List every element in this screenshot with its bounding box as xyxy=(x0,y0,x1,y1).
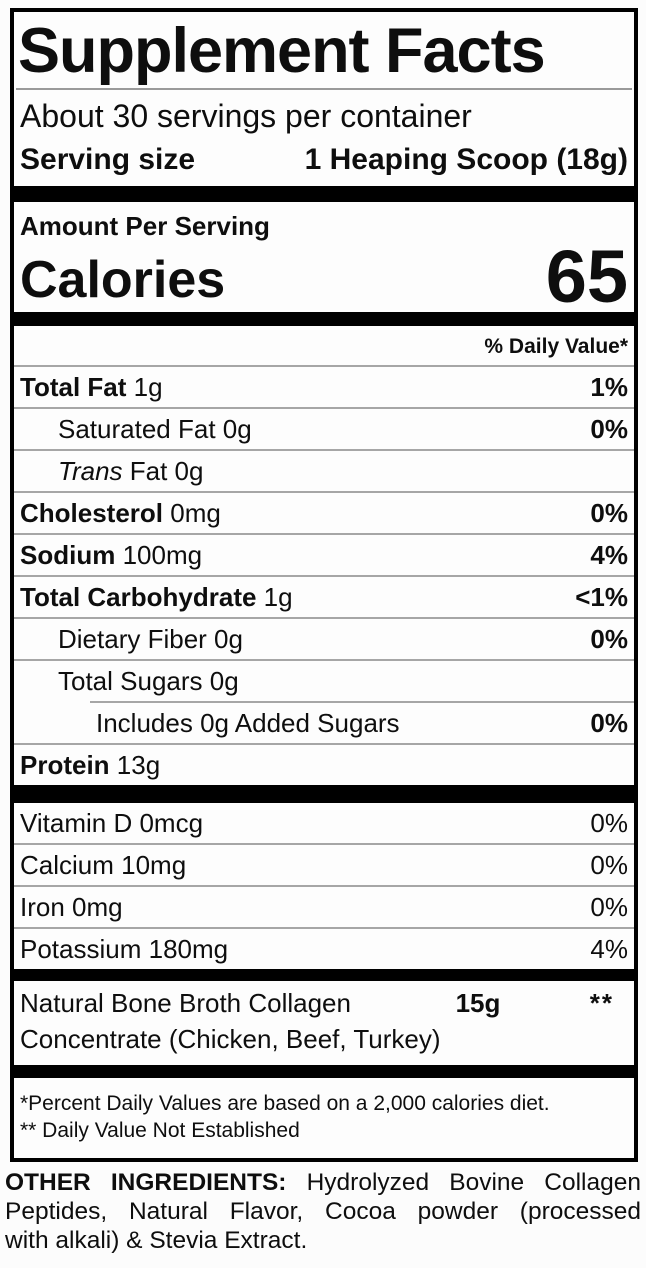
serving-size-value: 1 Heaping Scoop (18g) xyxy=(304,143,628,176)
nutrient-row-total-sugars: Total Sugars 0g xyxy=(14,661,634,701)
nutrient-dv: 4% xyxy=(590,539,628,570)
serving-size-row: Serving size 1 Heaping Scoop (18g) xyxy=(14,140,634,186)
divider xyxy=(14,533,634,535)
divider xyxy=(14,365,634,367)
nutrient-name: Sodium 100mg xyxy=(20,539,203,570)
footnote-not-established: ** Daily Value Not Established xyxy=(20,1119,300,1142)
divider xyxy=(14,927,634,929)
nutrient-name: Cholesterol 0mg xyxy=(20,497,221,528)
divider xyxy=(14,843,634,845)
calories-label: Calories xyxy=(20,251,226,309)
blend-line-1: Natural Bone Broth Collagen 15g ** xyxy=(20,985,628,1021)
nutrient-dv: <1% xyxy=(575,581,628,612)
nutrient-name: Total Sugars 0g xyxy=(58,665,239,696)
nutrient-name: Includes 0g Added Sugars xyxy=(96,707,400,738)
calories-value: 65 xyxy=(545,235,628,318)
nutrient-name: Dietary Fiber 0g xyxy=(58,623,243,654)
serving-size-label: Serving size xyxy=(20,143,196,176)
blend-dv: ** xyxy=(589,988,614,1018)
supplement-facts-panel: Supplement Facts About 30 servings per c… xyxy=(10,8,638,1162)
nutrient-row-calcium: Calcium 10mg 0% xyxy=(14,845,634,885)
nutrient-row-total-fat: Total Fat 1g 1% xyxy=(14,367,634,407)
nutrient-row-saturated-fat: Saturated Fat 0g 0% xyxy=(14,409,634,449)
section-bar xyxy=(14,312,634,326)
other-ingredients-line-1: OTHER INGREDIENTS: Hydrolyzed Bovine Col… xyxy=(5,1169,641,1196)
nutrient-dv: 0% xyxy=(590,849,628,880)
nutrient-row-sodium: Sodium 100mg 4% xyxy=(14,535,634,575)
blend-name: Natural Bone Broth Collagen xyxy=(20,988,351,1018)
nutrient-dv: 0% xyxy=(590,413,628,444)
nutrient-name: Trans Fat 0g xyxy=(58,455,204,486)
blend-amount: 15g xyxy=(455,988,501,1018)
nutrient-name: Vitamin D 0mcg xyxy=(20,807,204,838)
calories-row: Calories 65 xyxy=(14,235,634,318)
nutrient-dv: 0% xyxy=(590,623,628,654)
divider xyxy=(14,449,634,451)
divider xyxy=(14,617,634,619)
section-bar xyxy=(14,969,634,981)
divider xyxy=(14,659,634,661)
nutrient-row-cholesterol: Cholesterol 0mg 0% xyxy=(14,493,634,533)
nutrient-dv: 0% xyxy=(590,891,628,922)
other-ingredients-line-3: with alkali) & Stevia Extract. xyxy=(5,1227,308,1254)
nutrient-dv: 0% xyxy=(590,807,628,838)
blend-line-2: Concentrate (Chicken, Beef, Turkey) xyxy=(20,1024,441,1054)
nutrient-name: Potassium 180mg xyxy=(20,933,229,964)
nutrient-row-vitamin-d: Vitamin D 0mcg 0% xyxy=(14,803,634,843)
divider xyxy=(14,885,634,887)
divider xyxy=(16,88,632,90)
nutrient-name: Total Carbohydrate 1g xyxy=(20,581,293,612)
divider xyxy=(14,743,634,745)
proprietary-blend-row: Natural Bone Broth Collagen 15g ** Conce… xyxy=(14,981,634,1065)
divider xyxy=(14,575,634,577)
other-ingredients-label: OTHER INGREDIENTS: xyxy=(5,1169,287,1196)
nutrient-row-trans-fat: Trans Fat 0g xyxy=(14,451,634,491)
footnote-daily-value: *Percent Daily Values are based on a 2,0… xyxy=(20,1092,550,1115)
nutrient-dv: 0% xyxy=(590,707,628,738)
nutrient-row-dietary-fiber: Dietary Fiber 0g 0% xyxy=(14,619,634,659)
section-bar xyxy=(14,186,634,202)
divider xyxy=(14,407,634,409)
panel-title: Supplement Facts xyxy=(18,16,546,86)
daily-value-header: % Daily Value* xyxy=(484,335,628,358)
nutrient-name: Saturated Fat 0g xyxy=(58,413,252,444)
amount-per-serving-label: Amount Per Serving xyxy=(20,211,270,241)
nutrient-row-iron: Iron 0mg 0% xyxy=(14,887,634,927)
divider xyxy=(90,701,634,703)
nutrient-row-added-sugars: Includes 0g Added Sugars 0% xyxy=(14,703,634,743)
servings-per-container: About 30 servings per container xyxy=(20,98,472,134)
nutrient-row-protein: Protein 13g xyxy=(14,745,634,785)
nutrient-row-potassium: Potassium 180mg 4% xyxy=(14,929,634,969)
nutrient-dv: 1% xyxy=(590,371,628,402)
other-ingredients: OTHER INGREDIENTS: Hydrolyzed Bovine Col… xyxy=(5,1168,641,1255)
nutrient-name: Iron 0mg xyxy=(20,891,123,922)
nutrient-row-total-carbohydrate: Total Carbohydrate 1g <1% xyxy=(14,577,634,617)
nutrient-dv: 4% xyxy=(590,933,628,964)
other-ingredients-line-2: Peptides, Natural Flavor, Cocoa powder (… xyxy=(5,1198,641,1225)
nutrient-dv: 0% xyxy=(590,497,628,528)
nutrient-name: Total Fat 1g xyxy=(20,371,163,402)
nutrient-name: Protein 13g xyxy=(20,749,161,780)
section-bar xyxy=(14,785,634,803)
section-bar xyxy=(14,1065,634,1078)
nutrient-name: Calcium 10mg xyxy=(20,849,187,880)
divider xyxy=(14,491,634,493)
footnotes: *Percent Daily Values are based on a 2,0… xyxy=(14,1078,634,1158)
